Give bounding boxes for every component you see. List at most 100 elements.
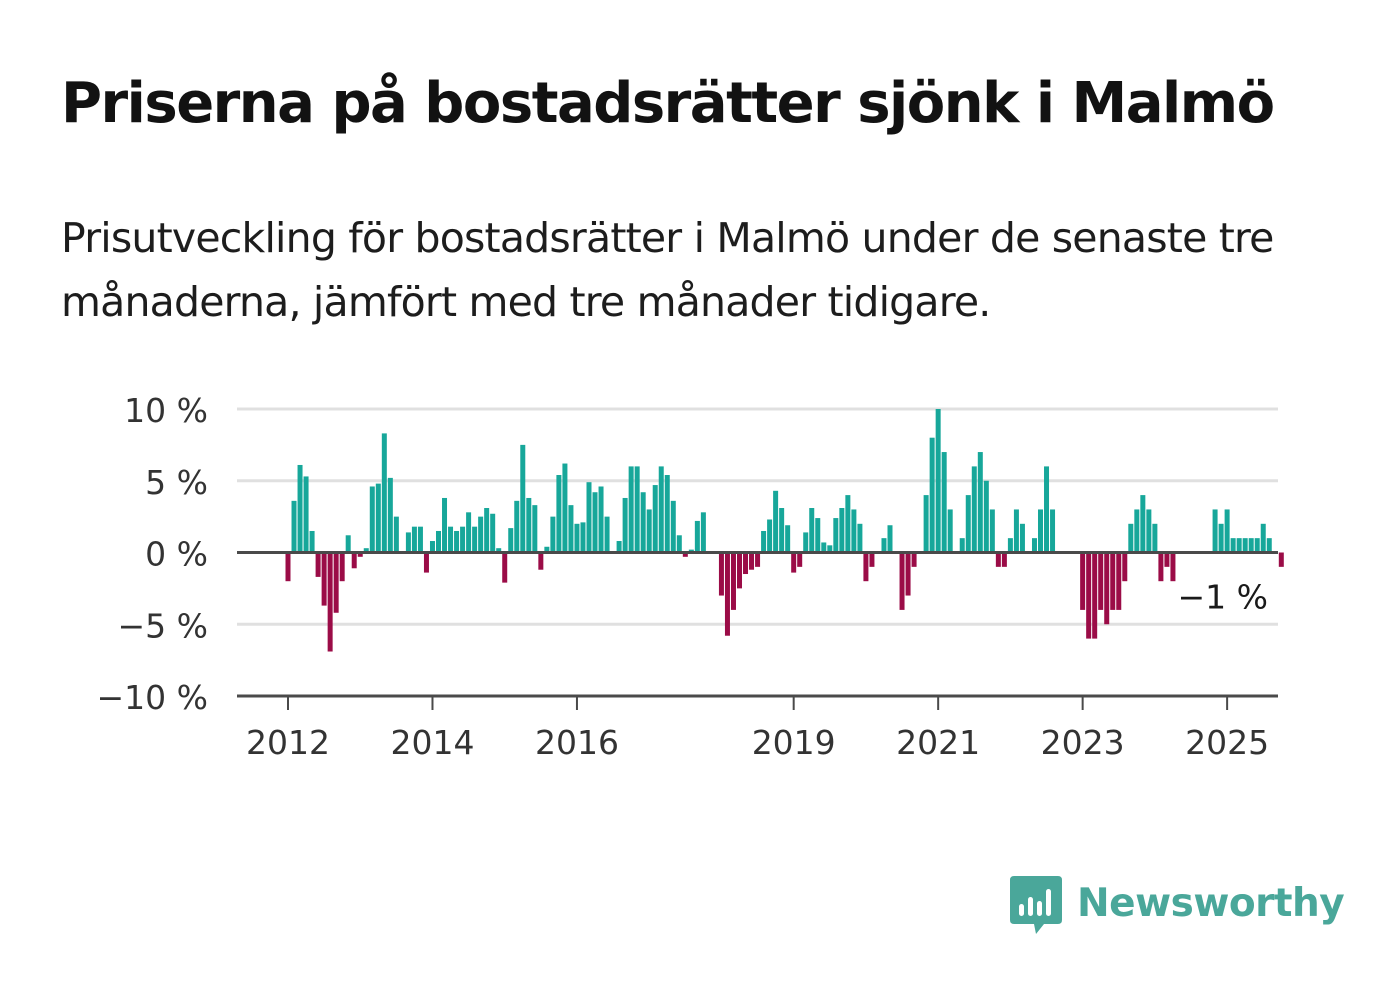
bar (977, 452, 983, 553)
bar (1278, 552, 1284, 567)
bar (664, 475, 670, 553)
bar-chart-speech-bubble-icon (1010, 876, 1062, 934)
bar (724, 552, 730, 636)
bar (1266, 538, 1272, 553)
bar (297, 464, 303, 553)
bar (773, 490, 779, 553)
bar (429, 541, 435, 553)
bar (965, 495, 971, 553)
bar (544, 546, 550, 553)
bar (1080, 552, 1086, 610)
bar (1116, 552, 1122, 610)
bar (333, 552, 339, 613)
last-value-label: −1 % (1178, 578, 1269, 617)
bar (466, 512, 472, 553)
bar (640, 492, 646, 553)
bar (995, 552, 1001, 567)
y-tick-label: 0 % (145, 535, 208, 574)
bar (321, 552, 327, 606)
x-tick-label: 2021 (896, 723, 980, 762)
bar (291, 500, 297, 553)
axis-labels: 10 % 5 % 0 % −5 % −10 % 2012 2014 2016 2019 2021 2… (97, 391, 1270, 762)
bar (448, 526, 454, 553)
bar (339, 552, 345, 582)
bar (1110, 552, 1116, 610)
bar (857, 523, 863, 553)
brand-name: Newsworthy (1077, 881, 1345, 926)
bar (767, 519, 773, 553)
bar (1164, 552, 1170, 567)
bar (833, 518, 839, 553)
x-tick-label: 2016 (535, 723, 619, 762)
bar (616, 541, 622, 553)
y-tick-label: 10 % (124, 391, 208, 430)
bar (369, 486, 375, 553)
bar (628, 466, 634, 553)
bar (1254, 538, 1260, 553)
bar (761, 530, 767, 553)
bar (682, 552, 688, 557)
chart-subtitle: Prisutveckling för bostadsrätter i Malmö… (61, 214, 1274, 326)
x-tick-label: 2023 (1041, 723, 1125, 762)
gridlines (237, 407, 1278, 626)
y-tick-label: −5 % (118, 606, 209, 645)
bar (1152, 523, 1158, 553)
bar (1019, 523, 1025, 553)
bar (514, 500, 520, 553)
bar (490, 513, 496, 553)
bar (652, 485, 658, 553)
bar (670, 500, 676, 553)
bar (405, 532, 411, 553)
bar (556, 475, 562, 553)
bar (941, 452, 947, 553)
bar (983, 480, 989, 553)
bar (496, 548, 502, 553)
bar (315, 552, 321, 577)
bar (417, 526, 423, 553)
bar (568, 505, 574, 553)
bar (947, 509, 953, 553)
bar (1038, 509, 1043, 553)
bar (1134, 509, 1140, 553)
bar (478, 516, 484, 553)
bar (508, 528, 514, 553)
bar (345, 535, 351, 553)
x-tick-label: 2019 (752, 723, 836, 762)
bar (1122, 552, 1128, 582)
bar (327, 552, 333, 652)
bar (436, 530, 441, 553)
chart-title: Priserna på bostadsrätter sjönk i Malmö (61, 71, 1275, 136)
x-tick-label: 2014 (390, 723, 474, 762)
bar (749, 552, 755, 570)
bar (1013, 509, 1019, 553)
bar (959, 538, 965, 553)
bar (1098, 552, 1104, 610)
bar (604, 516, 610, 553)
bar (598, 486, 604, 553)
bar (1044, 466, 1050, 553)
bar (869, 552, 875, 567)
bar (1170, 552, 1176, 582)
bar (538, 552, 544, 570)
bar (785, 525, 791, 553)
bar (363, 548, 369, 553)
bar (851, 509, 857, 553)
bar (454, 530, 460, 553)
bar (658, 466, 664, 553)
bar (935, 409, 941, 553)
bar (387, 477, 393, 553)
bar (929, 437, 935, 553)
bar (357, 552, 363, 557)
bar (1086, 552, 1092, 639)
bar (1242, 538, 1248, 553)
bar (460, 526, 466, 553)
bar (375, 483, 381, 553)
bar (586, 482, 592, 553)
bar (730, 552, 736, 610)
bar (1031, 538, 1037, 553)
bar (1248, 538, 1254, 553)
bar (574, 523, 580, 553)
bar (309, 530, 315, 553)
bars (285, 409, 1284, 652)
x-tick-label: 2025 (1185, 723, 1269, 762)
